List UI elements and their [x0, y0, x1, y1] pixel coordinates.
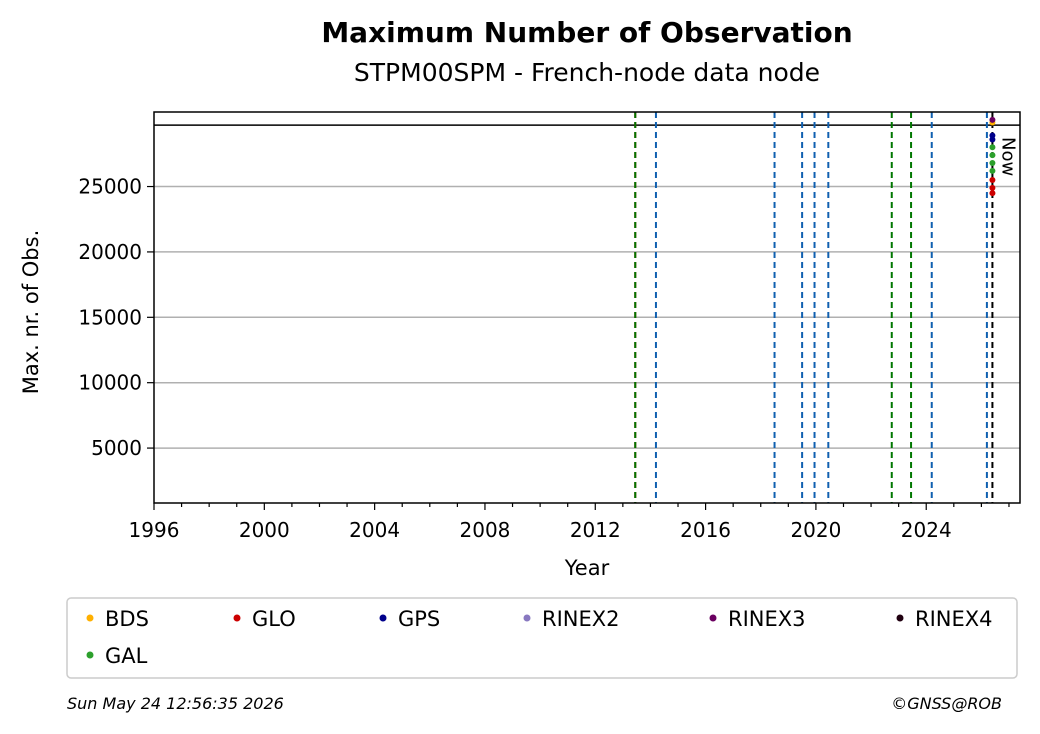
legend-marker [896, 614, 904, 622]
y-tick-label: 10000 [78, 371, 142, 395]
data-point [989, 136, 996, 143]
x-tick-label: 2024 [901, 518, 952, 542]
chart-subtitle: STPM00SPM - French-node data node [353, 58, 821, 87]
data-point [989, 144, 996, 151]
plot-area [154, 112, 1020, 503]
y-tick-label: 25000 [78, 175, 142, 199]
legend-marker [86, 614, 94, 622]
legend-label: GLO [252, 607, 296, 631]
x-tick-label: 2012 [570, 518, 621, 542]
legend-label: RINEX4 [915, 607, 993, 631]
data-point [989, 177, 996, 183]
data-point [989, 116, 996, 123]
legend-label: BDS [105, 607, 149, 631]
x-tick-label: 2004 [349, 518, 400, 542]
legend-label: GPS [398, 607, 440, 631]
now-label: Now [997, 137, 1018, 176]
x-tick-label: 1996 [129, 518, 180, 542]
legend-marker [709, 614, 717, 622]
footer-copyright: ©GNSS@ROB [891, 694, 1002, 713]
y-axis-label: Max. nr. of Obs. [19, 230, 43, 395]
y-tick-label: 15000 [78, 305, 142, 329]
y-tick-label: 20000 [78, 240, 142, 264]
legend-label: GAL [105, 644, 148, 668]
x-tick-label: 2008 [460, 518, 511, 542]
x-tick-label: 2016 [680, 518, 731, 542]
x-tick-label: 2020 [790, 518, 841, 542]
legend-label: RINEX2 [542, 607, 620, 631]
data-point [989, 152, 996, 159]
data-point [989, 160, 996, 166]
x-axis-label: Year [564, 556, 610, 580]
data-point [989, 184, 996, 191]
legend-marker [379, 614, 387, 622]
x-tick-label: 2000 [239, 518, 290, 542]
axes-frame [153, 111, 1021, 504]
legend-marker [233, 614, 241, 622]
legend-box [66, 597, 1018, 679]
legend-marker [523, 614, 531, 622]
legend-label: RINEX3 [728, 607, 806, 631]
legend-marker [86, 651, 94, 659]
chart-title: Maximum Number of Observation [321, 16, 853, 49]
footer-timestamp: Sun May 24 12:56:35 2026 [67, 694, 284, 713]
chart: Max. nr. of Obs. Year 5000 10000 15000 2000… [19, 111, 1021, 679]
data-point [989, 167, 996, 174]
data-point [989, 190, 996, 197]
y-tick-label: 5000 [91, 436, 142, 460]
